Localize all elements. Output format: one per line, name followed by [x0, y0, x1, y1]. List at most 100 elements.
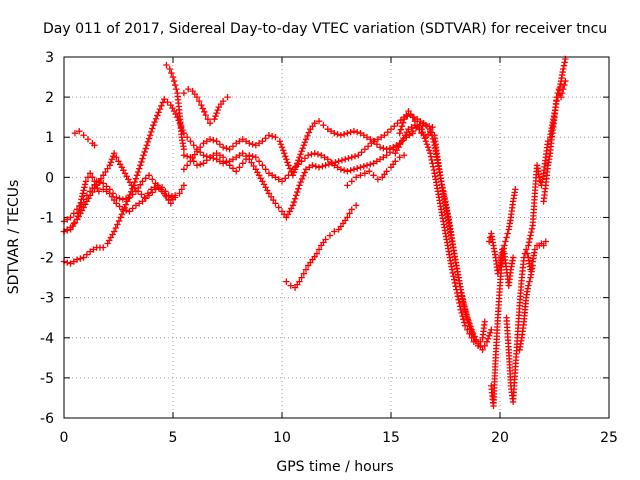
data-point-s0: [136, 165, 143, 172]
data-point-s6: [212, 112, 219, 120]
data-point-s7: [304, 132, 311, 140]
data-point-s0: [200, 152, 207, 159]
data-point-s8: [183, 153, 191, 160]
data-point-s5: [173, 85, 180, 93]
data-point-s8: [295, 161, 302, 168]
data-point-s11: [458, 309, 465, 317]
data-point-s7: [216, 141, 224, 148]
data-point-s3: [119, 206, 127, 213]
data-point-s0: [67, 260, 74, 267]
data-point-s10: [370, 172, 377, 179]
data-point-s0: [233, 154, 240, 161]
data-point-s15: [524, 250, 531, 257]
data-point-s3: [69, 222, 76, 230]
data-point-s0: [148, 128, 155, 136]
data-point-s0: [229, 156, 237, 163]
data-point-s3: [180, 182, 188, 189]
data-point-s15: [531, 246, 539, 253]
data-point-s1: [97, 175, 105, 182]
data-point-s11: [423, 141, 431, 148]
data-point-s12: [462, 308, 469, 315]
data-point-s9: [283, 278, 290, 285]
data-point-s0: [296, 182, 303, 189]
data-point-s0: [134, 168, 142, 176]
data-point-s12: [465, 317, 472, 324]
y-tick-label: -1: [40, 210, 54, 226]
data-point-s7: [294, 160, 301, 167]
data-point-s8: [233, 168, 240, 175]
data-point-s8: [386, 149, 394, 156]
data-point-s0: [292, 192, 300, 199]
data-point-s1: [138, 191, 145, 198]
data-point-s17: [528, 225, 536, 233]
x-tick-label: 20: [491, 430, 509, 446]
data-point-s4: [71, 130, 79, 137]
data-point-s0: [156, 105, 164, 113]
data-point-s0: [301, 169, 308, 176]
data-point-s7: [370, 138, 377, 145]
data-point-s3: [178, 186, 185, 193]
data-point-s8: [278, 178, 286, 185]
data-point-s0: [110, 228, 118, 235]
data-point-s7: [268, 133, 276, 140]
data-point-s7: [180, 166, 188, 173]
data-point-s1: [104, 165, 111, 172]
x-axis-title: GPS time / hours: [276, 459, 393, 475]
data-point-s0: [216, 158, 224, 165]
data-point-s0: [312, 163, 319, 170]
data-point-s7: [239, 136, 246, 143]
data-point-s7: [373, 141, 381, 148]
data-point-s0: [377, 134, 385, 141]
data-point-s0: [133, 172, 141, 179]
data-point-s11: [466, 330, 473, 337]
data-point-s3: [71, 219, 79, 226]
data-point-s5: [180, 146, 188, 153]
data-point-s15: [542, 238, 549, 245]
data-point-s10: [348, 178, 355, 185]
data-point-s0: [381, 132, 388, 139]
data-point-s3: [168, 193, 176, 200]
data-point-s0: [275, 204, 282, 211]
data-point-s1: [141, 194, 148, 201]
data-point-s7: [233, 140, 240, 147]
data-point-s12: [397, 126, 405, 133]
data-point-s1: [113, 154, 120, 161]
data-point-s12: [461, 304, 468, 312]
data-point-s8: [255, 158, 263, 165]
data-point-s3: [108, 193, 116, 200]
data-point-s9: [298, 274, 305, 281]
data-point-s0: [485, 332, 493, 339]
data-point-s3: [81, 181, 89, 188]
data-point-s2: [67, 214, 74, 221]
data-point-s1: [167, 200, 175, 207]
data-point-s11: [455, 296, 462, 303]
data-point-s11: [448, 266, 456, 273]
data-point-s6: [206, 119, 214, 127]
data-point-s7: [360, 132, 367, 139]
data-point-s6: [199, 105, 206, 112]
data-point-s0: [145, 135, 153, 142]
data-point-s0: [112, 224, 119, 232]
y-tick-label: -3: [40, 291, 54, 307]
data-point-s0: [64, 259, 71, 266]
data-point-s0: [187, 138, 194, 145]
chart-title: Day 011 of 2017, Sidereal Day-to-day VTE…: [43, 21, 607, 37]
data-point-s7: [249, 141, 256, 148]
data-point-s0: [83, 251, 91, 258]
data-point-s0: [417, 117, 424, 125]
data-point-s8: [190, 158, 197, 165]
data-point-s6: [198, 101, 205, 109]
data-point-s0: [335, 158, 342, 165]
data-point-s3: [132, 202, 140, 209]
data-point-s10: [383, 168, 390, 175]
data-point-s8: [252, 154, 260, 161]
data-point-s11: [461, 322, 469, 329]
data-point-s7: [197, 144, 204, 151]
data-point-s18: [562, 77, 569, 85]
data-point-s0: [355, 152, 362, 159]
data-point-s11: [427, 153, 435, 160]
plot-frame: [63, 56, 610, 419]
data-point-s17: [526, 235, 533, 243]
data-point-s17: [560, 62, 568, 69]
